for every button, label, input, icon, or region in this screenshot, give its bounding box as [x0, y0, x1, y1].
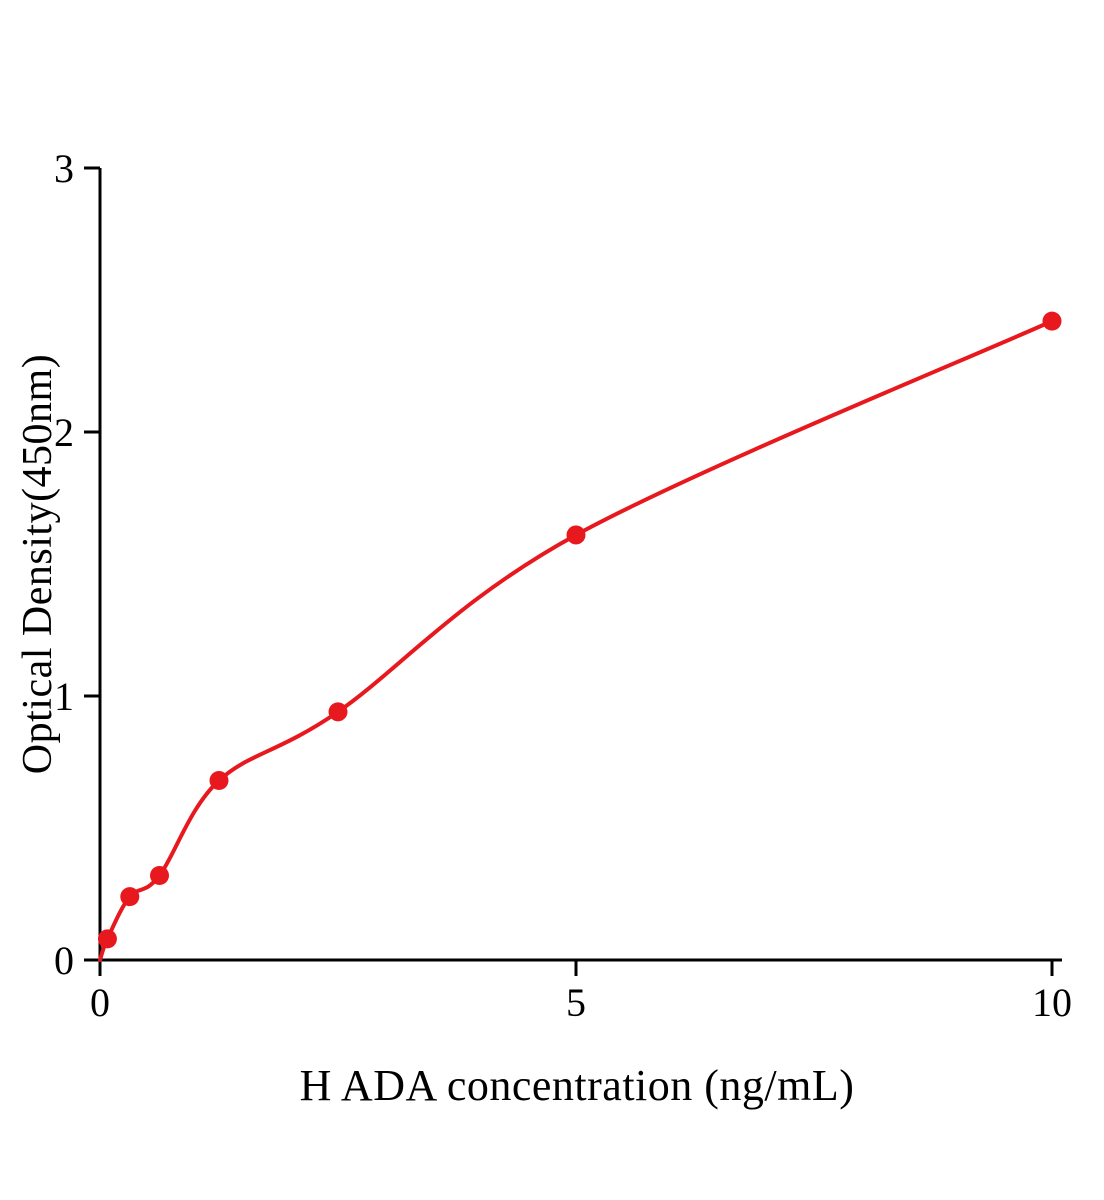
fit-curve	[98, 319, 1054, 962]
x-tick-label: 10	[1032, 980, 1072, 1025]
data-point	[150, 866, 169, 886]
y-tick-label: 3	[54, 146, 74, 191]
y-tick-label: 2	[54, 410, 74, 455]
data-point	[1042, 311, 1062, 331]
data-point	[566, 525, 586, 545]
x-tick-label: 0	[90, 980, 110, 1025]
x-axis-title: H ADA concentration (ng/mL)	[299, 1061, 855, 1110]
x-tick-label: 5	[566, 980, 586, 1025]
y-tick-label: 1	[54, 674, 74, 719]
data-point	[209, 770, 229, 790]
data-point	[120, 887, 140, 907]
y-tick-label: 0	[54, 938, 74, 983]
data-point	[328, 702, 348, 722]
data-point	[97, 929, 117, 949]
y-axis-title: Optical Density(450nm)	[15, 353, 61, 775]
